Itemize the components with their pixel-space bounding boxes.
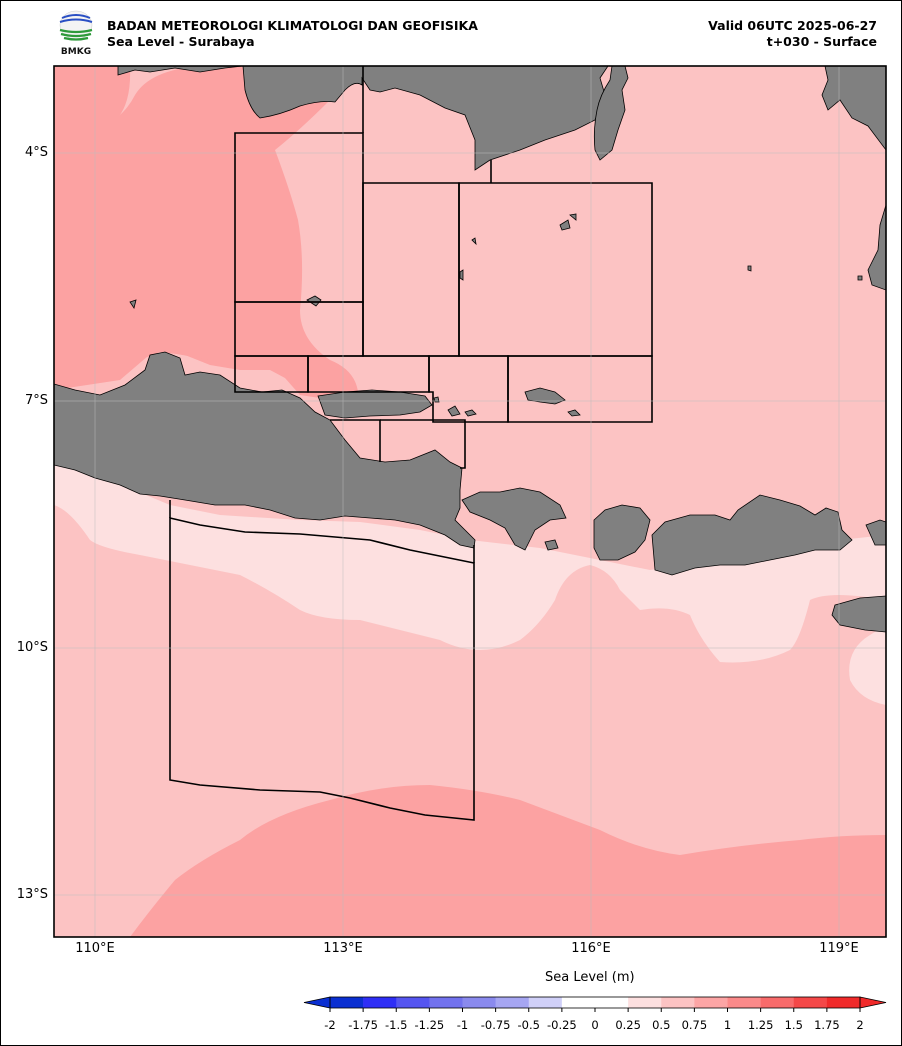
colorbar-segment: [495, 997, 530, 1008]
colorbar-tick-label: 1: [723, 1018, 732, 1032]
kalimantan-land: [242, 66, 609, 171]
colorbar-tick-label: 0: [591, 1018, 599, 1032]
colorbar-tick-label: 1.25: [747, 1018, 774, 1032]
lon-label-110e: 110°E: [75, 941, 115, 956]
colorbar-segment: [661, 997, 695, 1008]
sulawesi-land: [821, 66, 886, 151]
colorbar-segment: [396, 997, 430, 1008]
lon-label-116e: 116°E: [571, 941, 611, 956]
colorbar-segment: [694, 997, 728, 1008]
bmkg-logo: BMKG: [59, 10, 93, 56]
colorbar: [303, 996, 887, 1012]
lombok-land: [593, 504, 651, 561]
lat-label-4s: 4°S: [24, 145, 48, 160]
colorbar-tick-label: 2: [856, 1018, 864, 1032]
colorbar-segment: [528, 997, 563, 1008]
small-island-11-land: [544, 539, 559, 551]
lat-label-7s: 7°S: [24, 393, 48, 408]
lon-label-119e: 119°E: [819, 941, 859, 956]
small-island-10-land: [857, 275, 863, 281]
small-island-8-land: [471, 237, 477, 246]
product-name: Sea Level - Surabaya: [107, 34, 255, 49]
colorbar-title: Sea Level (m): [545, 970, 635, 985]
small-island-9-land: [747, 265, 752, 272]
small-island-6-land: [559, 219, 571, 231]
sea-level-band-075-1-south: [130, 785, 886, 937]
colorbar-tick-label: 0.5: [652, 1018, 671, 1032]
colorbar-under-arrow: [303, 996, 331, 1009]
logo-text: BMKG: [61, 47, 91, 56]
zone-kangean: [507, 355, 653, 423]
colorbar-segment: [595, 997, 629, 1008]
colorbar-segment: [363, 997, 397, 1008]
colorbar-over-arrow: [859, 996, 887, 1009]
lon-label-113e: 113°E: [323, 941, 363, 956]
colorbar-tick-label: -1.5: [385, 1018, 408, 1032]
kangean-island-land: [524, 387, 566, 405]
small-island-7-land: [569, 213, 577, 221]
bali-land: [461, 487, 567, 551]
colorbar-segment: [760, 997, 795, 1008]
kalimantan-east-land: [593, 66, 629, 161]
lead-time: t+030 - Surface: [766, 34, 877, 49]
gridlines: [54, 66, 886, 937]
colorbar-segment: [826, 997, 861, 1008]
small-island-5-land: [459, 269, 464, 281]
colorbar-tick-label: 1.75: [814, 1018, 840, 1032]
colorbar-segment: [561, 997, 596, 1008]
colorbar-segment: [462, 997, 496, 1008]
sumbawa-land: [651, 494, 853, 576]
colorbar-tick-label: 0.75: [681, 1018, 708, 1032]
lat-label-10s: 10°S: [16, 640, 48, 655]
colorbar-tick-label: 1.5: [784, 1018, 803, 1032]
colorbar-tick-label: -1.75: [348, 1018, 378, 1032]
map-content: [54, 66, 886, 937]
colorbar-tick-label: -2: [324, 1018, 336, 1032]
colorbar-segment: [429, 997, 463, 1008]
sumba-land: [831, 595, 886, 633]
colorbar-tick-label: 0.25: [615, 1018, 641, 1032]
bawean-island-land: [306, 295, 322, 307]
sea-level-band-025-05: [54, 462, 886, 705]
zone-bali-strait: [380, 419, 466, 469]
lat-label-13s: 13°S: [16, 887, 48, 902]
small-island-4-land: [464, 409, 477, 417]
colorbar-segment: [793, 997, 828, 1008]
flores-land: [865, 519, 886, 546]
forecast-zones: [169, 66, 653, 821]
title-right: Valid 06UTC 2025-06-27 t+030 - Surface: [708, 18, 877, 50]
colorbar-segment: [330, 997, 364, 1008]
map-border: [53, 65, 887, 938]
colorbar-segment: [727, 997, 761, 1008]
sulawesi-south-land: [867, 204, 886, 291]
colorbar-tick-label: -0.75: [480, 1018, 511, 1032]
small-island-3-land: [567, 409, 581, 417]
small-island-2-land: [447, 405, 461, 417]
title-left: BADAN METEOROLOGI KLIMATOLOGI DAN GEOFIS…: [107, 18, 478, 50]
madura-land: [317, 389, 433, 419]
colorbar-segment: [628, 997, 662, 1008]
sea-level-band-075-1-west-strip: [54, 66, 240, 390]
colorbar-tick-label: -1.25: [414, 1018, 445, 1032]
zone-south-java-ocean: [169, 516, 475, 821]
colorbar-tick-label: -0.5: [517, 1018, 540, 1032]
colorbar-tick-label: -0.25: [546, 1018, 577, 1032]
small-island-1-land: [129, 299, 137, 309]
valid-time: Valid 06UTC 2025-06-27: [708, 18, 877, 33]
agency-name: BADAN METEOROLOGI KLIMATOLOGI DAN GEOFIS…: [107, 18, 478, 33]
colorbar-tick-label: -1: [456, 1018, 469, 1032]
